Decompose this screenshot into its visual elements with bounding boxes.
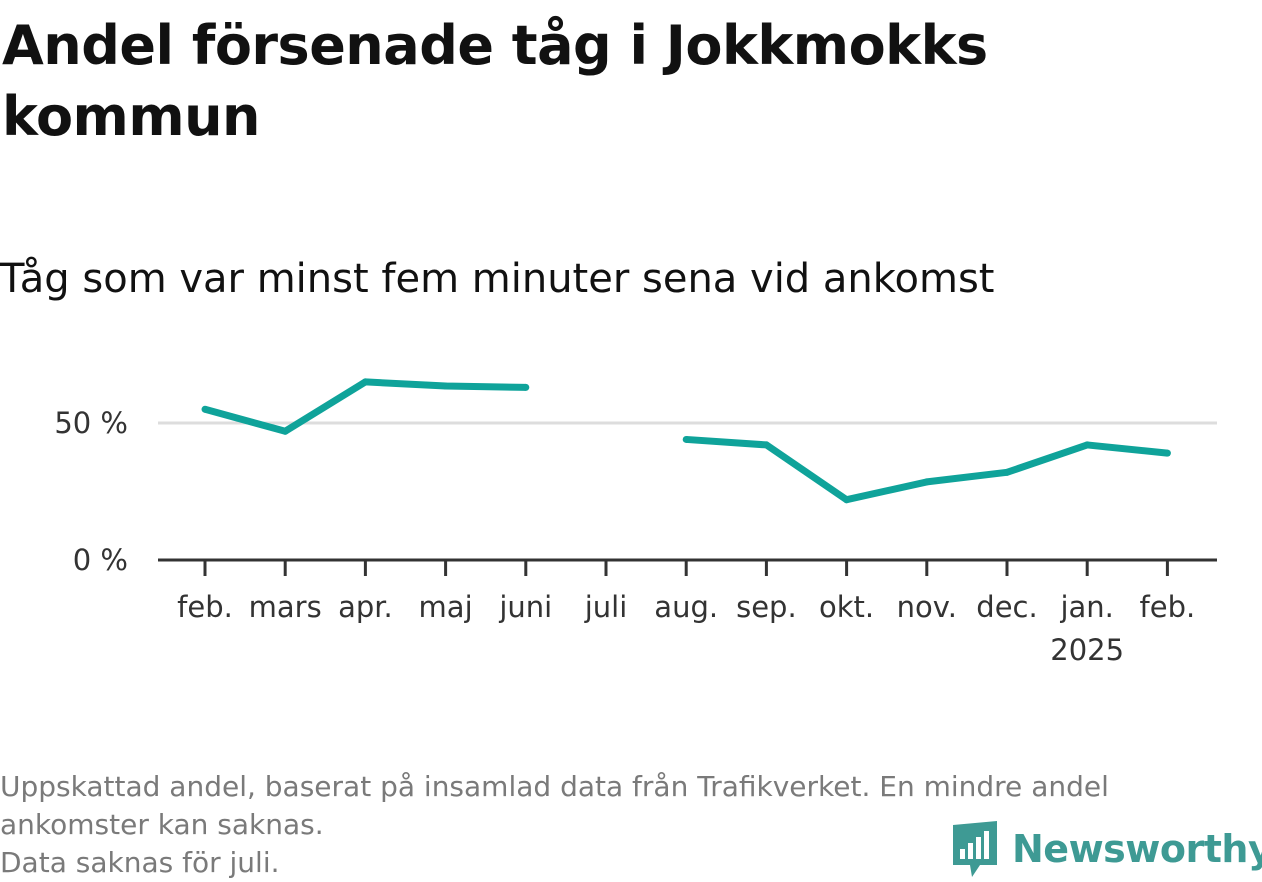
x-tick-label: feb.: [177, 590, 233, 624]
newsworthy-logo: Newsworthy: [950, 818, 1262, 880]
series-line: [685, 435, 1168, 504]
x-tick-label: feb.: [1140, 590, 1196, 624]
footnote: Uppskattad andel, baserat på insamlad da…: [0, 768, 1250, 882]
data-point: [1163, 449, 1171, 457]
data-point: [682, 435, 690, 443]
chart-title: Andel försenade tåg i Jokkmokks kommun: [2, 14, 988, 148]
x-tick-label: jan.: [1059, 590, 1113, 624]
newsworthy-chat-chart-icon: [953, 821, 997, 877]
x-tick-label: juli: [584, 590, 628, 624]
line-chart: 0 % 50 % feb. mars apr. maj juni juli aug. sep. ok…: [54, 378, 1217, 667]
x-tick-label: apr.: [338, 590, 393, 624]
data-point: [1083, 441, 1091, 449]
y-tick-label: 50 %: [54, 406, 128, 440]
footnote-line: Data saknas för juli.: [0, 846, 280, 879]
footnote-line: Uppskattad andel, baserat på insamlad da…: [0, 770, 1109, 803]
x-tick-label: sep.: [736, 590, 797, 624]
x-tick-label: okt.: [819, 590, 874, 624]
x-tick-label: mars: [249, 590, 322, 624]
x-year-label: 2025: [1050, 633, 1124, 667]
x-tick-label: juni: [498, 590, 552, 624]
x-tick-label: dec.: [976, 590, 1037, 624]
data-point: [923, 478, 931, 486]
data-point: [1003, 468, 1011, 476]
data-point: [843, 496, 851, 504]
footnote-line: ankomster kan saknas.: [0, 808, 324, 841]
x-tick-label: maj: [419, 590, 473, 624]
data-point: [522, 383, 530, 391]
data-point: [762, 441, 770, 449]
data-point: [201, 405, 209, 413]
y-tick-label: 0 %: [73, 543, 128, 577]
data-point: [361, 378, 369, 386]
brand-name: Newsworthy: [1012, 827, 1262, 871]
data-point: [442, 382, 450, 390]
data-point: [281, 427, 289, 435]
x-tick-label: aug.: [654, 590, 718, 624]
chart-subtitle: Tåg som var minst fem minuter sena vid a…: [0, 256, 995, 302]
x-tick-label: nov.: [897, 590, 957, 624]
